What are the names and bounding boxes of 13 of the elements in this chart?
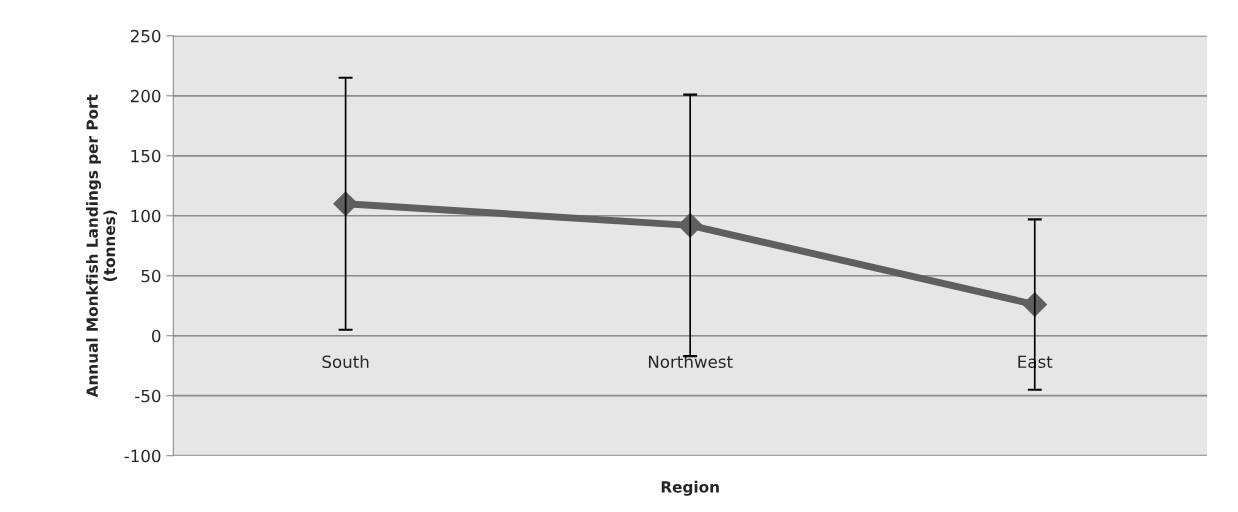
y-tick-label: 200: [130, 89, 161, 103]
y-tick-label: -100: [124, 449, 161, 463]
y-tick-label: 100: [131, 209, 161, 223]
point: [333, 191, 358, 217]
x-axis-title: Region: [661, 480, 719, 496]
y-tick-label: 150: [131, 149, 161, 163]
y-tick-label: -50: [135, 389, 161, 403]
y-tick-label: 50: [141, 269, 161, 283]
y-tick-label: 250: [130, 29, 161, 43]
x-tick-label: Northwest: [648, 355, 733, 369]
x-tick-label: South: [322, 355, 369, 369]
y-axis-title: Annual Monkfish Landings per Port (tonnes): [86, 94, 117, 398]
y-tick-label: 0: [152, 329, 161, 343]
